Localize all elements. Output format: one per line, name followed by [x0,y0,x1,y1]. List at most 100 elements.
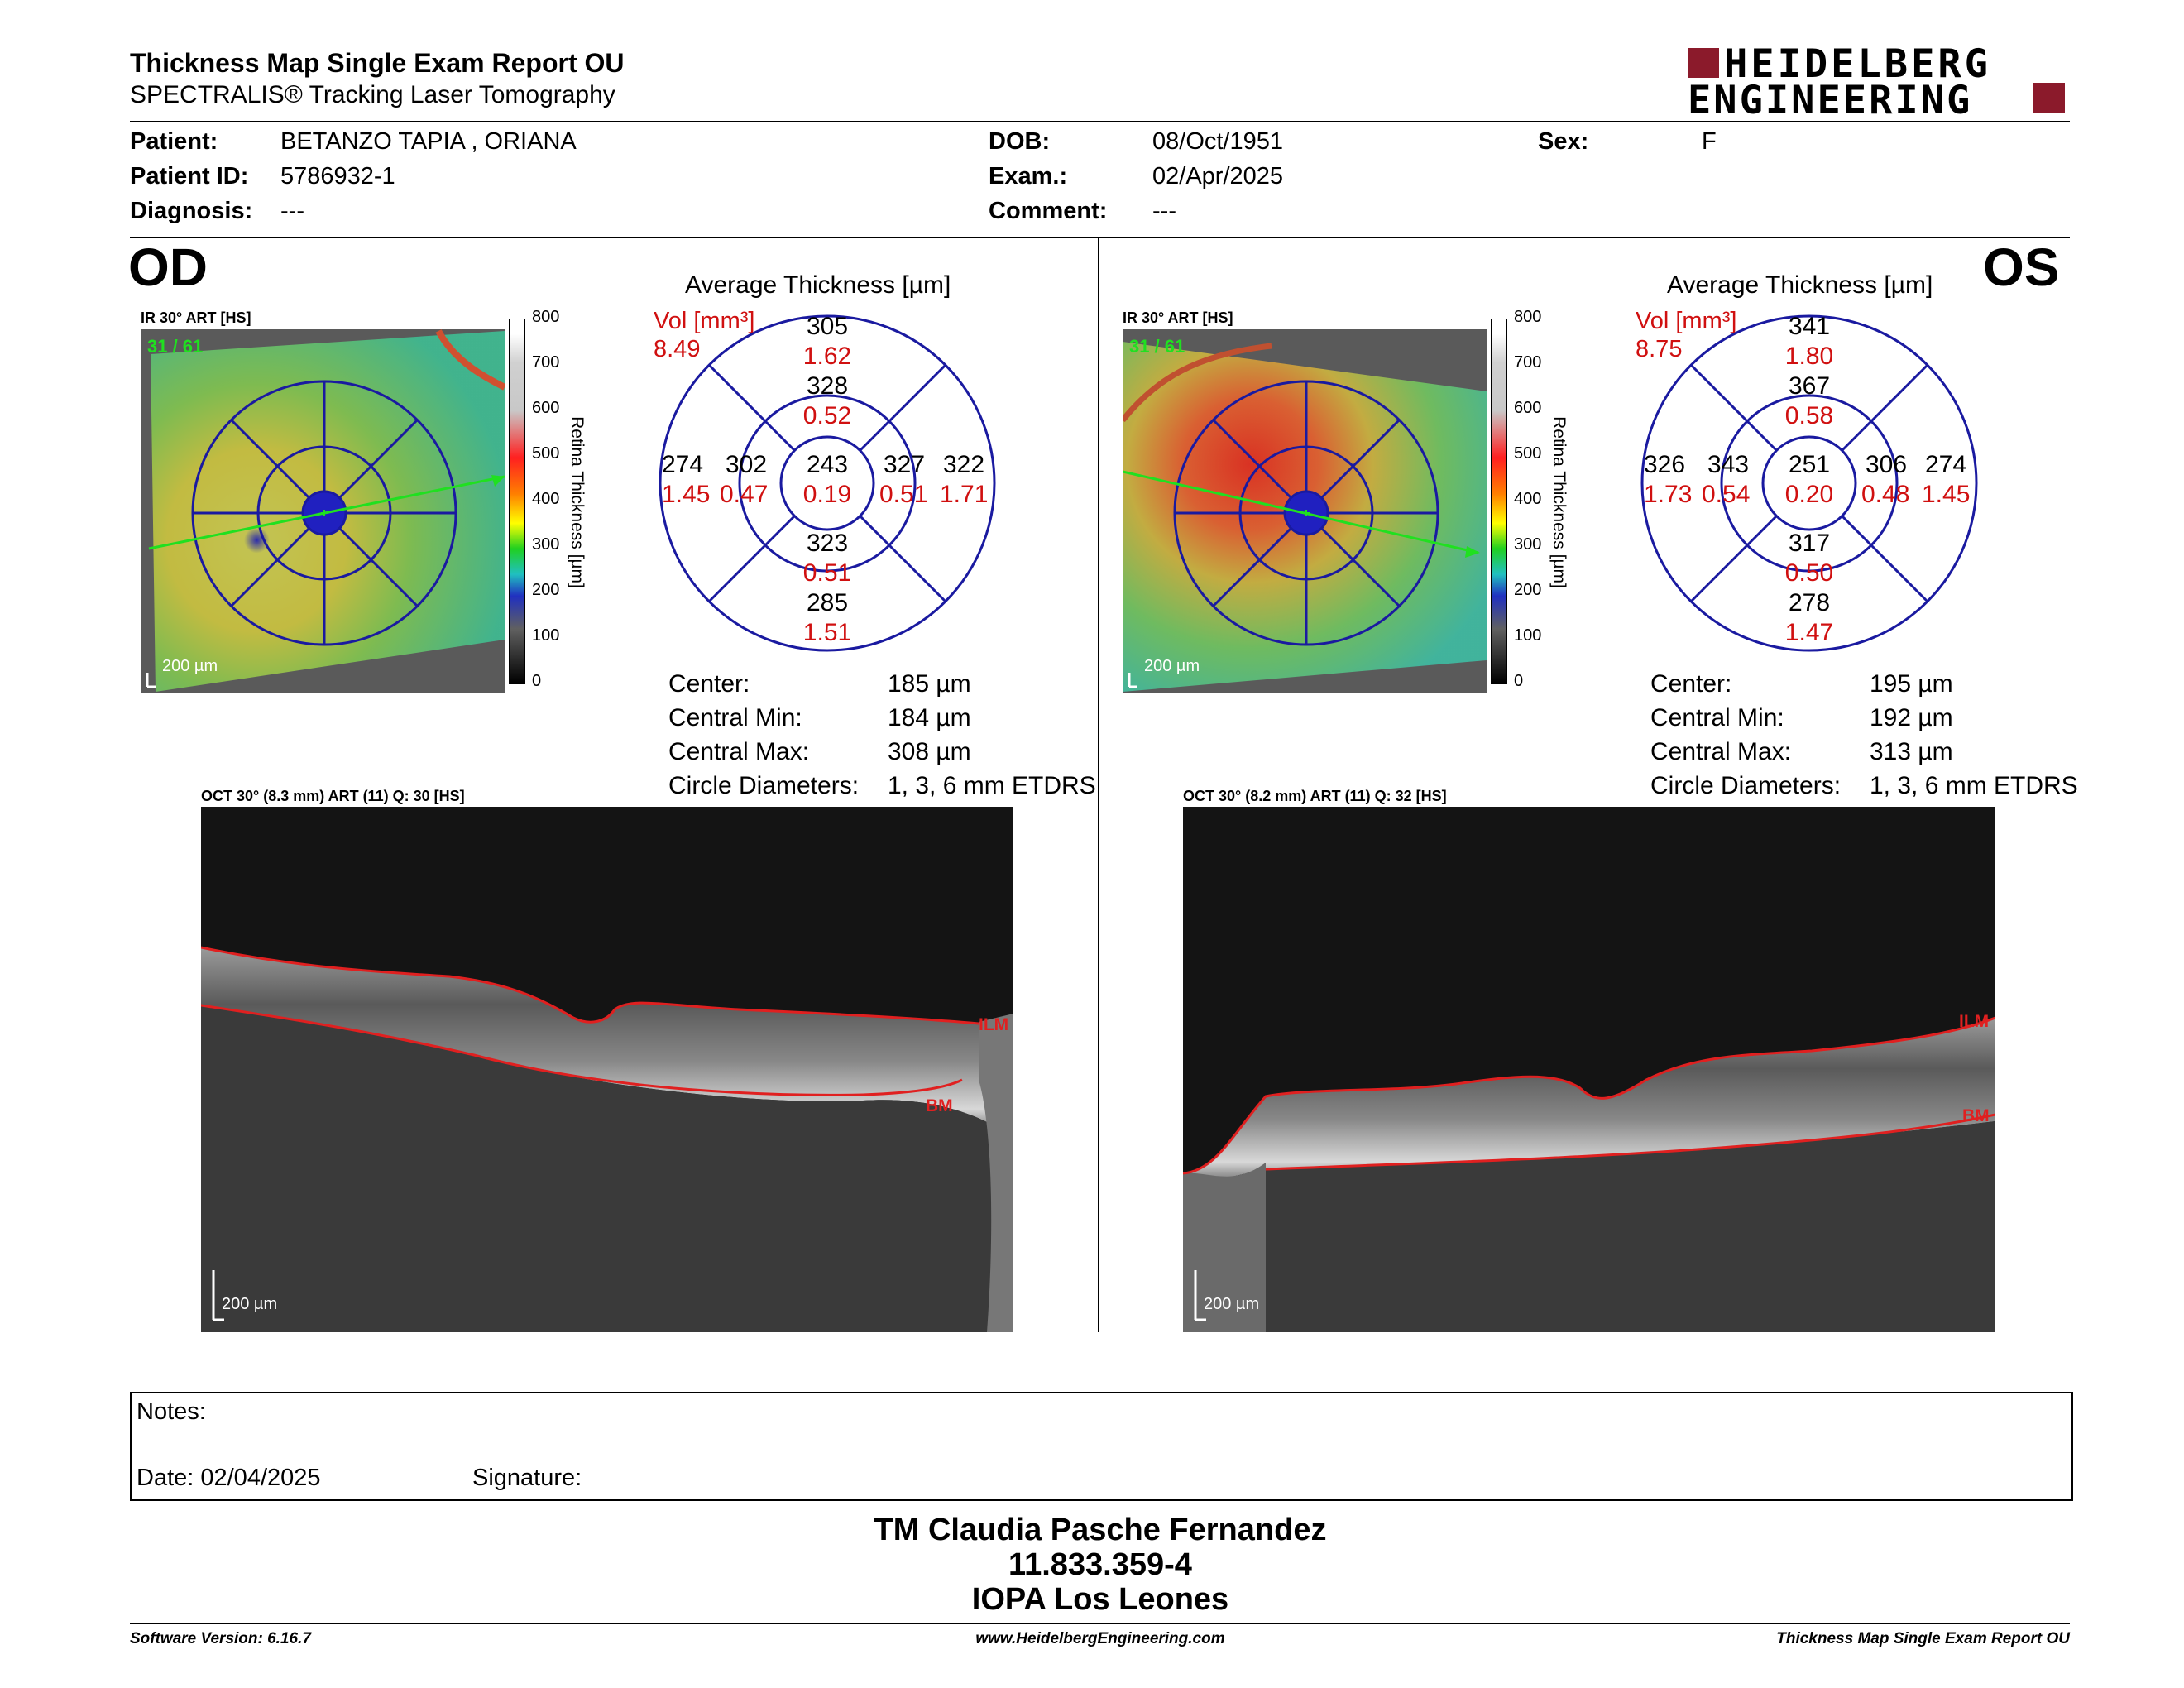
os-map-scale: 200 µm [1144,657,1200,675]
exam-label: Exam.: [989,163,1068,189]
od-min-value: 184 µm [888,704,971,731]
od-inner-left-vol: 0.47 [720,481,769,508]
os-tick-0: 0 [1514,672,1524,690]
od-tick-800: 800 [532,308,560,326]
diagnosis-label: Diagnosis: [130,198,253,224]
od-map-svg [141,329,506,693]
od-max-value: 308 µm [888,738,971,765]
os-map-svg [1120,329,1487,693]
od-tick-600: 600 [532,399,560,417]
os-avg-title: Average Thickness [µm] [1667,271,1933,299]
patient-id-label: Patient ID: [130,163,249,189]
os-inner-sup-vol: 0.58 [1784,402,1834,429]
header-rule [130,121,2070,122]
os-max-label: Central Max: [1650,738,1792,765]
od-inner-inf-vol: 0.51 [802,559,852,587]
od-inner-sup-vol: 0.52 [802,402,852,429]
notes-label: Notes: [136,1398,206,1425]
os-center: 251 [1788,451,1831,478]
os-frame-counter: 31 / 61 [1129,336,1185,357]
os-outer-inf: 278 [1788,589,1831,616]
os-min-value: 192 µm [1870,704,1953,731]
od-ilm-label: ILM [979,1015,1009,1034]
os-tick-300: 300 [1514,535,1542,554]
os-colorbar-axis-label: Retina Thickness [µm] [1549,416,1569,588]
os-tick-400: 400 [1514,490,1542,508]
os-inner-inf: 317 [1788,530,1831,557]
od-diam-value: 1, 3, 6 mm ETDRS [888,772,1096,799]
od-inner-inf: 323 [806,530,849,557]
os-inner-left-vol: 0.54 [1702,481,1751,508]
od-tick-0: 0 [532,672,542,690]
sex-label: Sex: [1538,128,1589,155]
os-oct-scale: 200 µm [1204,1295,1260,1313]
os-tick-700: 700 [1514,353,1542,372]
os-outer-left-vol: 1.73 [1644,481,1693,508]
os-tick-500: 500 [1514,444,1542,463]
logo-line2: ENGINEERING [1688,78,1973,123]
report-title: Thickness Map Single Exam Report OU [130,48,625,78]
signer-org: IOPA Los Leones [971,1582,1229,1617]
os-oct-svg [1182,807,1996,1332]
os-thickness-map: 31 / 61 200 µm [1120,329,1487,693]
comment-value: --- [1152,198,1176,224]
od-center-vol: 0.19 [802,481,852,508]
od-tick-500: 500 [532,444,560,463]
os-oct-scan: ILM BM 200 µm [1182,807,1996,1332]
od-vol-value: 8.49 [654,336,701,362]
notes-box: Notes: Date: 02/04/2025 Signature: [130,1392,2073,1501]
software-version: Software Version: 6.16.7 [130,1630,311,1647]
website-url: www.HeidelbergEngineering.com [975,1630,1225,1647]
eye-label-os: OS [1983,237,2060,297]
logo-line1: HEIDELBERG [1724,41,1991,87]
od-outer-inf: 285 [806,589,849,616]
os-ir-label: IR 30° ART [HS] [1123,309,1233,326]
od-inner-right: 327 [884,451,926,478]
footer-rule [130,1623,2070,1624]
od-tick-400: 400 [532,490,560,508]
footer-report-name: Thickness Map Single Exam Report OU [1776,1630,2070,1647]
od-outer-left-vol: 1.45 [662,481,711,508]
os-diam-label: Circle Diameters: [1650,772,1842,799]
os-outer-inf-vol: 1.47 [1784,619,1834,646]
patient-value: BETANZO TAPIA , ORIANA [280,128,577,155]
os-vol-value: 8.75 [1636,336,1683,362]
os-outer-sup: 341 [1788,313,1831,340]
od-center-label: Center: [668,670,750,698]
od-inner-left: 302 [726,451,768,478]
od-diam-label: Circle Diameters: [668,772,860,799]
eye-divider [1098,238,1099,1332]
dob-value: 08/Oct/1951 [1152,128,1283,155]
logo-square-top [1688,48,1719,78]
os-tick-600: 600 [1514,399,1542,417]
report-subtitle: SPECTRALIS® Tracking Laser Tomography [130,81,615,108]
od-tick-100: 100 [532,626,560,645]
os-tick-100: 100 [1514,626,1542,645]
od-outer-inf-vol: 1.51 [802,619,852,646]
od-outer-sup: 305 [806,313,849,340]
od-outer-right: 322 [943,451,985,478]
od-oct-svg [200,807,1013,1332]
signer-name: TM Claudia Pasche Fernandez [874,1513,1327,1547]
comment-label: Comment: [989,198,1108,224]
od-inner-right-vol: 0.51 [879,481,928,508]
od-etdrs-svg [659,314,996,652]
os-outer-right: 274 [1925,451,1967,478]
os-inner-left: 343 [1707,451,1750,478]
signer-id: 11.833.359-4 [1008,1547,1192,1582]
os-inner-inf-vol: 0.50 [1784,559,1834,587]
os-inner-right-vol: 0.48 [1861,481,1910,508]
od-outer-right-vol: 1.71 [940,481,989,508]
od-thickness-map: 31 / 61 200 µm [141,329,506,693]
os-ilm-label: ILM [1959,1012,1990,1031]
od-colorbar-axis-label: Retina Thickness [µm] [568,416,587,588]
os-outer-right-vol: 1.45 [1922,481,1971,508]
od-colorbar [509,319,525,684]
notes-signature: Signature: [472,1465,582,1491]
os-inner-right: 306 [1866,451,1908,478]
dob-label: DOB: [989,128,1051,155]
od-frame-counter: 31 / 61 [147,336,204,357]
od-vol-label: Vol [mm³] [654,308,755,334]
os-tick-200: 200 [1514,581,1542,599]
od-min-label: Central Min: [668,704,802,731]
